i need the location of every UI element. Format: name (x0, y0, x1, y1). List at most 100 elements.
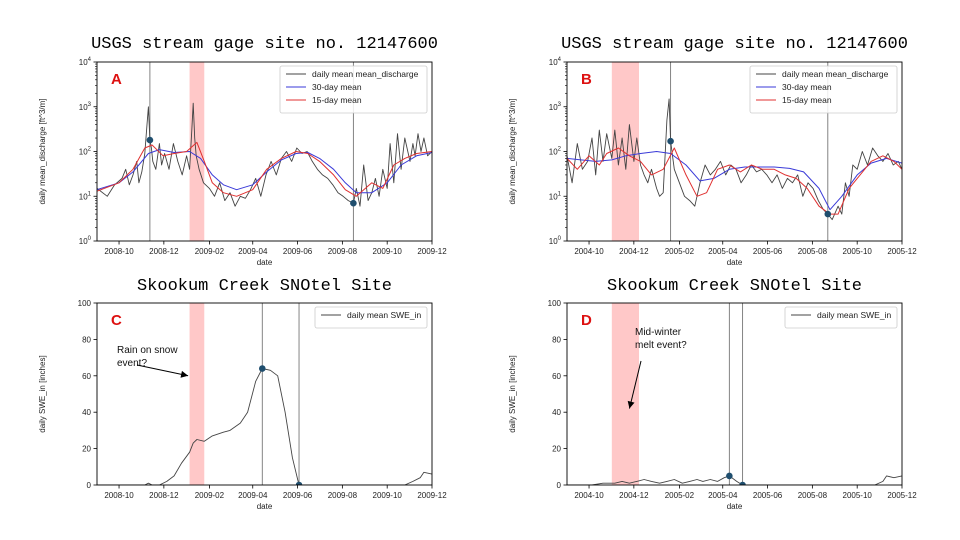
shaded-band (611, 303, 639, 485)
plot-area (97, 62, 432, 241)
y-tick-label: 100 (549, 236, 562, 246)
x-tick-label: 2004-10 (574, 491, 604, 500)
y-tick-label: 100 (548, 299, 562, 308)
series-line-15day (97, 141, 432, 197)
y-axis-label: daily mean_discharge [ft^3/m] (508, 98, 517, 204)
chart-title: USGS stream gage site no. 12147600 (91, 35, 438, 54)
y-tick-label: 80 (82, 335, 91, 344)
x-tick-label: 2009-08 (328, 491, 358, 500)
x-tick-label: 2008-12 (149, 247, 179, 256)
x-tick-label: 2008-10 (104, 491, 134, 500)
y-tick-label: 60 (82, 372, 91, 381)
legend: daily mean SWE_in (314, 306, 428, 329)
x-tick-label: 2005-10 (843, 491, 873, 500)
y-tick-label: 100 (79, 236, 92, 246)
chart-title: USGS stream gage site no. 12147600 (561, 35, 908, 54)
chart-title: Skookum Creek SNOtel Site (607, 277, 862, 296)
y-tick-label: 40 (552, 408, 561, 417)
x-tick-label: 2009-02 (195, 247, 225, 256)
shaded-band (611, 62, 639, 241)
y-tick-label: 102 (79, 147, 92, 157)
y-tick-label: 0 (87, 481, 92, 490)
legend-box (314, 306, 428, 329)
plot-area (97, 303, 432, 485)
series-line-30day (97, 149, 432, 194)
x-tick-label: 2005-04 (708, 247, 738, 256)
legend: daily mean mean_discharge 30-day mean 15-d… (749, 65, 898, 114)
legend-box (784, 306, 898, 329)
series-line-daily (567, 475, 902, 485)
legend-entry: daily mean SWE_in (817, 310, 891, 320)
x-tick-label: 2005-10 (843, 247, 873, 256)
x-tick-label: 2009-12 (417, 247, 447, 256)
x-axis-label: date (727, 502, 743, 511)
event-marker (258, 365, 266, 372)
series-line-15day (567, 147, 902, 215)
axes-frame (96, 302, 433, 486)
chart-panel-b: USGS stream gage site no. 12147600 2004-1… (508, 35, 917, 267)
legend-entry: daily mean mean_discharge (312, 69, 419, 79)
legend-entry: 30-day mean (312, 82, 362, 92)
event-marker (824, 210, 832, 218)
chart-title: Skookum Creek SNOtel Site (137, 277, 392, 296)
axes-frame (566, 302, 903, 486)
x-tick-label: 2009-12 (417, 491, 447, 500)
legend-box (749, 65, 898, 114)
event-marker (667, 137, 674, 145)
x-tick-label: 2005-12 (887, 491, 917, 500)
x-tick-label: 2005-02 (665, 491, 695, 500)
legend-entry: 15-day mean (312, 95, 362, 105)
x-tick-label: 2008-12 (149, 491, 179, 500)
x-tick-label: 2005-02 (665, 247, 695, 256)
x-tick-label: 2004-12 (619, 491, 649, 500)
shaded-band (189, 303, 205, 485)
legend-entry: 30-day mean (782, 82, 832, 92)
x-tick-label: 2005-06 (753, 491, 783, 500)
legend: daily mean mean_discharge 30-day mean 15-d… (279, 65, 428, 114)
event-marker (739, 481, 746, 485)
y-tick-label: 102 (549, 147, 562, 157)
x-tick-label: 2005-04 (708, 491, 738, 500)
shaded-band (189, 62, 205, 241)
x-tick-label: 2004-10 (574, 247, 604, 256)
x-tick-label: 2009-02 (195, 491, 225, 500)
y-tick-label: 60 (552, 372, 561, 381)
x-tick-label: 2005-12 (887, 247, 917, 256)
x-tick-label: 2005-06 (753, 247, 783, 256)
legend-entry: daily mean SWE_in (347, 310, 421, 320)
event-marker (295, 481, 303, 485)
plot-area (567, 62, 902, 241)
panel-label: D (581, 312, 592, 329)
x-tick-label: 2009-06 (283, 247, 313, 256)
event-marker (146, 136, 154, 144)
series-line-daily (97, 368, 432, 485)
x-tick-label: 2005-08 (798, 247, 828, 256)
y-tick-label: 104 (79, 57, 92, 67)
panel-label: A (111, 71, 122, 88)
y-tick-label: 104 (549, 57, 562, 67)
x-tick-label: 2004-12 (619, 247, 649, 256)
x-tick-label: 2005-08 (798, 491, 828, 500)
annotation-text: Mid-winter (635, 327, 682, 338)
y-tick-label: 20 (82, 445, 91, 454)
x-axis-label: date (257, 258, 273, 267)
x-tick-label: 2009-10 (373, 491, 403, 500)
y-tick-label: 40 (82, 408, 91, 417)
chart-panel-c: Skookum Creek SNOtel Site 2008-10 2008-12 2… (38, 277, 447, 511)
plot-area (567, 303, 902, 485)
y-tick-label: 103 (549, 102, 562, 112)
panel-label: C (111, 312, 122, 329)
y-tick-label: 101 (549, 191, 562, 201)
x-tick-label: 2009-10 (373, 247, 403, 256)
panel-label: B (581, 71, 592, 88)
legend-entry: 15-day mean (782, 95, 832, 105)
series-line-30day (567, 151, 902, 211)
y-tick-label: 103 (79, 102, 92, 112)
y-tick-label: 80 (552, 335, 561, 344)
x-axis-label: date (727, 258, 743, 267)
annotation-text: event? (117, 358, 147, 369)
legend-entry: daily mean mean_discharge (782, 69, 889, 79)
y-tick-label: 0 (557, 481, 562, 490)
y-axis-label: daily mean_discharge [ft^3/m] (38, 98, 47, 204)
